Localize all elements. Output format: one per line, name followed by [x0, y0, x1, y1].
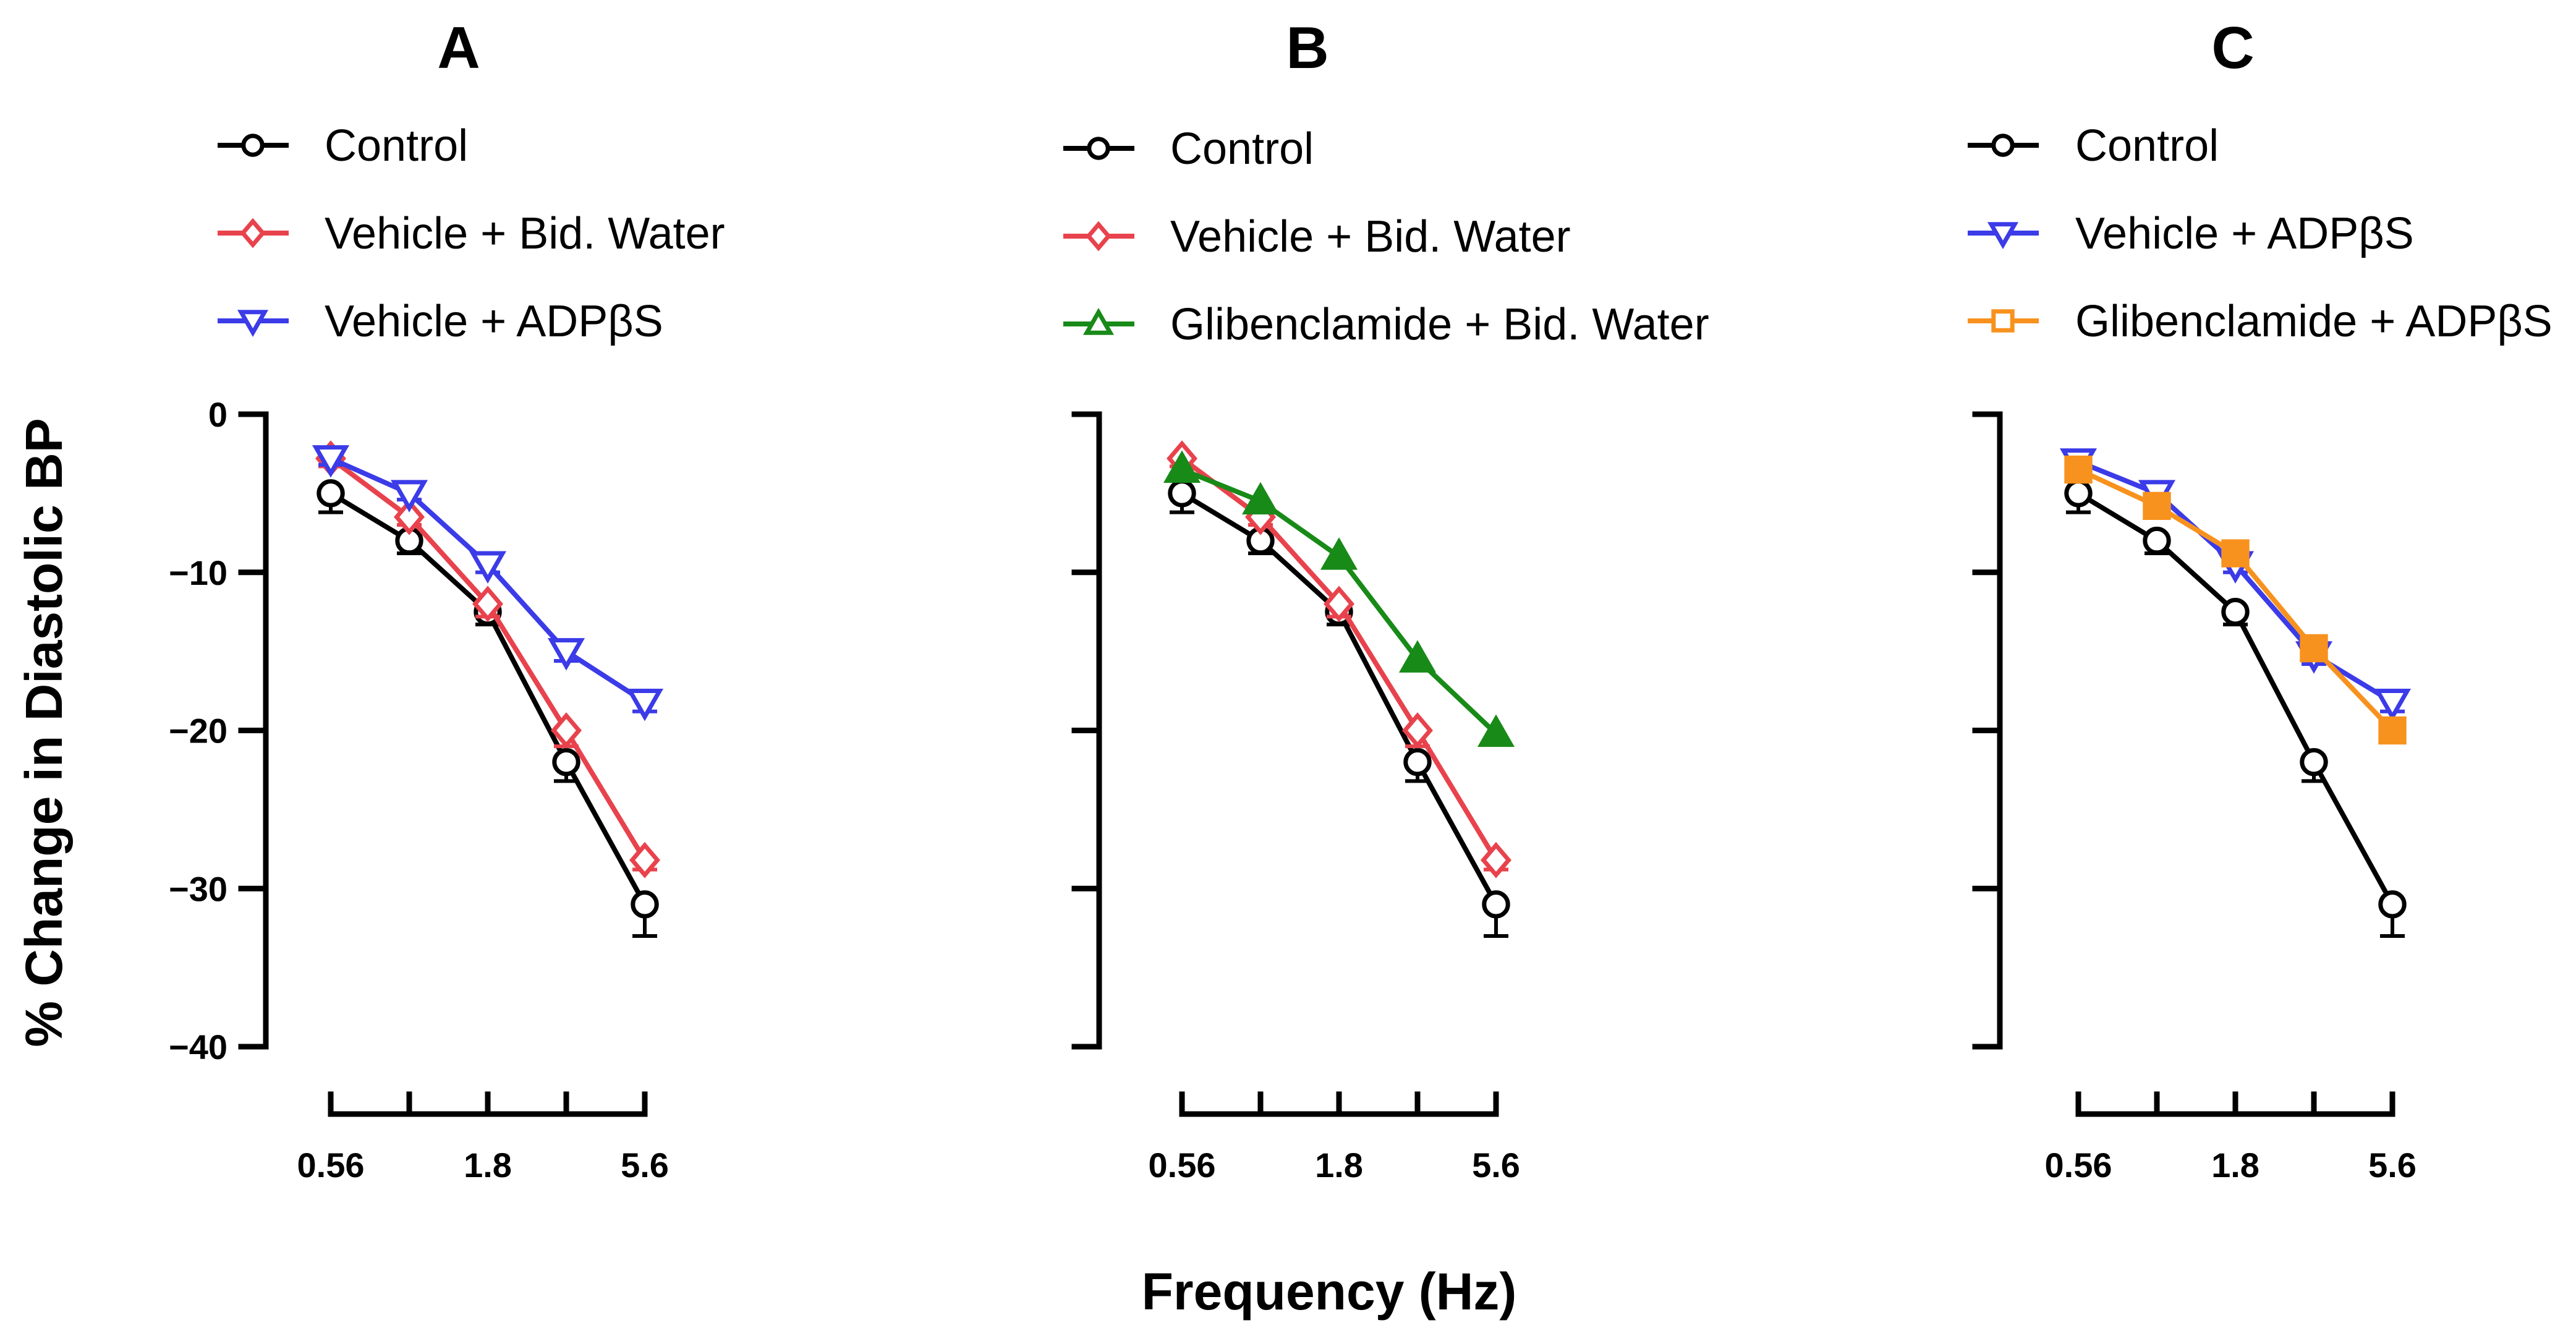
legend-marker-a-2: [237, 310, 269, 338]
legend-marker-c-2: [1991, 309, 2015, 333]
data-point-c-2-1: [2143, 491, 2171, 521]
data-point-b-2-4: [1477, 714, 1515, 747]
series-c-1: [2059, 448, 2412, 721]
data-point-a-2-2: [469, 551, 507, 584]
series-a-0: [317, 479, 659, 938]
x-tick-label-b-0: 0.56: [1149, 1146, 1216, 1185]
legend-marker-a-1: [240, 218, 266, 249]
legend-marker-c-1: [1987, 222, 2019, 250]
data-point-c-0-4: [2378, 890, 2407, 919]
x-tick-label-a-1: 1.8: [464, 1146, 512, 1185]
data-point-a-2-3: [547, 638, 585, 671]
series-b-1: [1167, 440, 1511, 879]
data-point-c-0-3: [2300, 747, 2328, 776]
legend-label-a-1: Vehicle + Bid. Water: [325, 209, 725, 258]
data-point-a-1-3: [551, 712, 582, 749]
data-point-c-2-2: [2221, 539, 2250, 568]
legend-label-b-0: Control: [1170, 124, 1314, 174]
series-line-b-1: [1180, 456, 1498, 862]
y-tick-label-1: −10: [169, 553, 227, 592]
panel-b: B Control Vehicle + Bid. Water Glibenclamid…: [1063, 15, 1709, 1185]
series-c-0: [2064, 479, 2407, 938]
x-tick-label-a-0: 0.56: [297, 1146, 365, 1185]
data-point-c-0-0: [2064, 479, 2093, 508]
data-point-a-2-0: [312, 445, 350, 478]
data-point-b-1-3: [1402, 712, 1433, 749]
series-c-2: [2064, 455, 2407, 745]
series-a-1: [315, 440, 660, 879]
legend-marker-b-2: [1082, 307, 1115, 335]
x-tick-label-a-2: 5.6: [621, 1146, 669, 1185]
x-tick-label-c-1: 1.8: [2211, 1146, 2259, 1185]
data-point-b-2-2: [1320, 537, 1358, 570]
legend-label-b-1: Vehicle + Bid. Water: [1170, 212, 1571, 262]
data-point-c-1-4: [2373, 688, 2412, 721]
data-point-b-1-4: [1481, 841, 1511, 879]
legend-label-c-1: Vehicle + ADPβS: [2075, 209, 2414, 258]
panel-c-letter: C: [2211, 15, 2254, 81]
legend-marker-b-0: [1087, 137, 1110, 160]
data-point-b-1-2: [1324, 585, 1354, 623]
legend-marker-c-0: [1991, 134, 2015, 157]
y-tick-label-4: −40: [169, 1028, 227, 1066]
data-point-b-2-0: [1163, 450, 1201, 483]
legend-label-a-0: Control: [325, 121, 468, 171]
legend-marker-a-0: [241, 134, 265, 157]
data-point-a-0-3: [552, 747, 580, 776]
data-point-a-1-2: [472, 585, 503, 623]
panel-b-letter: B: [1286, 15, 1328, 81]
y-tick-label-3: −30: [169, 869, 227, 908]
data-point-a-2-1: [390, 480, 428, 513]
data-point-b-2-1: [1241, 482, 1280, 515]
legend-label-c-0: Control: [2075, 121, 2219, 171]
data-point-c-2-0: [2064, 455, 2093, 484]
series-line-a-1: [329, 456, 647, 862]
y-tick-label-0: 0: [208, 395, 227, 434]
legend-label-a-2: Vehicle + ADPβS: [325, 297, 663, 346]
panel-a-letter: A: [437, 15, 480, 81]
x-tick-label-b-1: 1.8: [1315, 1146, 1363, 1185]
x-axis-title: Frequency (Hz): [1142, 1262, 1517, 1321]
panel-c: C Control Vehicle + ADPβS Glibenclamide + A…: [1968, 15, 2553, 1185]
data-point-a-0-0: [317, 479, 345, 508]
data-point-b-0-0: [1168, 479, 1196, 508]
legend-label-b-2: Glibenclamide + Bid. Water: [1170, 300, 1709, 349]
data-point-b-0-4: [1482, 890, 1510, 919]
data-point-a-0-4: [631, 890, 659, 919]
data-point-a-1-4: [629, 841, 660, 879]
data-point-b-2-3: [1398, 640, 1437, 673]
data-point-c-2-3: [2300, 634, 2328, 663]
data-point-c-0-2: [2221, 597, 2250, 626]
legend-label-c-2: Glibenclamide + ADPβS: [2075, 297, 2553, 346]
series-b-2: [1163, 450, 1515, 747]
data-point-a-2-4: [626, 688, 664, 721]
data-point-b-0-3: [1403, 747, 1432, 776]
series-a-2: [312, 445, 664, 721]
x-tick-label-b-2: 5.6: [1472, 1146, 1520, 1185]
x-tick-label-c-0: 0.56: [2045, 1146, 2112, 1185]
y-tick-label-2: −20: [169, 712, 227, 751]
panel-a: A Control Vehicle + Bid. Water Vehicle + AD…: [169, 15, 725, 1185]
legend-marker-b-1: [1086, 221, 1112, 252]
data-point-c-2-4: [2378, 716, 2407, 745]
x-tick-label-c-2: 5.6: [2368, 1146, 2417, 1185]
data-point-c-0-1: [2143, 526, 2171, 555]
data-point-a-1-1: [394, 498, 425, 535]
y-axis-title: % Change in Diastolic BP: [15, 418, 73, 1047]
